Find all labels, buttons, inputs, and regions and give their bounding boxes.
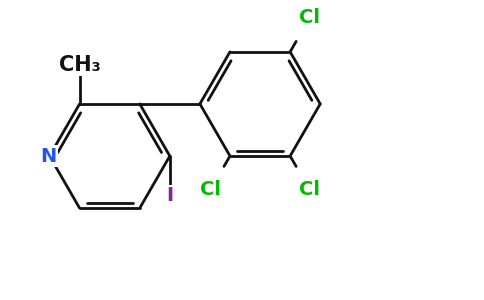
Text: N: N — [40, 146, 57, 166]
Text: Cl: Cl — [299, 8, 320, 28]
Text: Cl: Cl — [299, 180, 320, 200]
Text: Cl: Cl — [200, 180, 221, 200]
Text: I: I — [166, 186, 173, 205]
Text: CH₃: CH₃ — [59, 55, 101, 75]
